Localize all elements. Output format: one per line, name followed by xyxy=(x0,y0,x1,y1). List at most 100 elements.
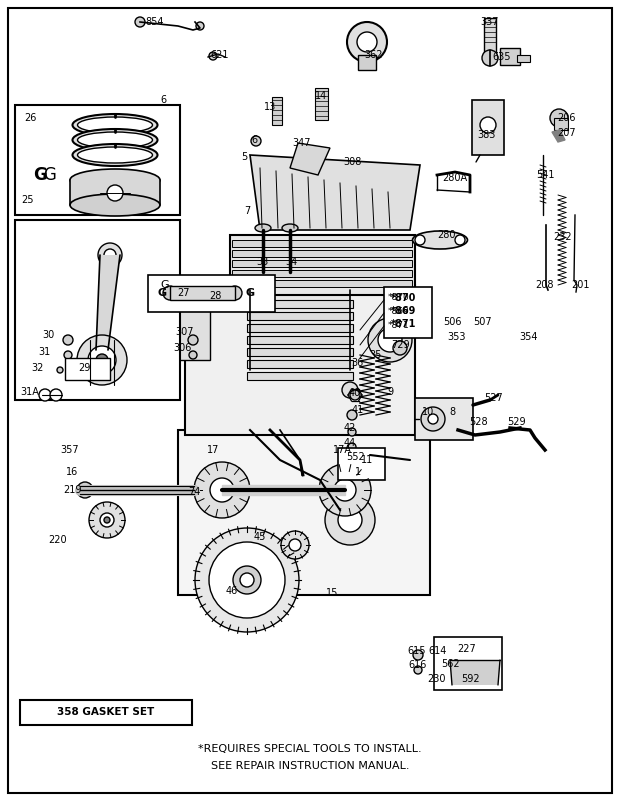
Text: *871: *871 xyxy=(391,319,417,329)
Circle shape xyxy=(195,528,299,632)
Circle shape xyxy=(348,428,356,436)
Polygon shape xyxy=(552,130,565,142)
Text: 220: 220 xyxy=(49,535,68,545)
Polygon shape xyxy=(96,255,120,350)
Text: 616: 616 xyxy=(409,660,427,670)
Text: 552: 552 xyxy=(347,452,365,462)
Bar xyxy=(247,336,353,344)
Text: *870: *870 xyxy=(388,293,410,303)
Circle shape xyxy=(77,335,127,385)
Circle shape xyxy=(188,335,198,345)
Circle shape xyxy=(415,235,425,245)
Text: 208: 208 xyxy=(536,280,554,290)
Circle shape xyxy=(210,478,234,502)
Bar xyxy=(178,430,430,595)
Text: 306: 306 xyxy=(174,343,192,353)
Text: 592: 592 xyxy=(462,674,480,684)
Text: 232: 232 xyxy=(554,232,572,242)
Circle shape xyxy=(350,390,360,400)
Text: 357: 357 xyxy=(61,445,79,455)
Text: *REQUIRES SPECIAL TOOLS TO INSTALL.: *REQUIRES SPECIAL TOOLS TO INSTALL. xyxy=(198,744,422,754)
Bar xyxy=(434,637,502,690)
Text: 29: 29 xyxy=(78,363,90,373)
Ellipse shape xyxy=(412,231,467,249)
Bar xyxy=(232,250,412,257)
Text: 527: 527 xyxy=(485,393,503,403)
Ellipse shape xyxy=(255,224,271,232)
Circle shape xyxy=(428,414,438,424)
Bar xyxy=(415,398,473,440)
Text: 5: 5 xyxy=(241,152,247,162)
Circle shape xyxy=(334,479,356,501)
Circle shape xyxy=(455,235,465,245)
Text: 31: 31 xyxy=(38,347,50,357)
Text: 337: 337 xyxy=(480,17,499,27)
Circle shape xyxy=(96,354,108,366)
Bar xyxy=(148,275,275,312)
Text: 353: 353 xyxy=(448,332,466,342)
Text: 1: 1 xyxy=(355,467,361,477)
Text: G: G xyxy=(33,166,47,184)
Circle shape xyxy=(251,136,261,146)
Text: 6: 6 xyxy=(160,95,166,105)
Circle shape xyxy=(550,109,568,127)
Text: 354: 354 xyxy=(520,332,538,342)
Polygon shape xyxy=(290,143,330,175)
Bar xyxy=(358,55,376,70)
Circle shape xyxy=(281,531,309,559)
Bar xyxy=(272,97,282,125)
Ellipse shape xyxy=(73,114,157,136)
Circle shape xyxy=(189,351,197,359)
Circle shape xyxy=(289,539,301,551)
Text: *869: *869 xyxy=(391,306,417,316)
Text: 15: 15 xyxy=(326,588,338,598)
Text: 74: 74 xyxy=(188,487,200,497)
Text: 506: 506 xyxy=(443,317,461,327)
Ellipse shape xyxy=(78,132,153,148)
Text: *871: *871 xyxy=(388,321,410,331)
Circle shape xyxy=(100,513,114,527)
Circle shape xyxy=(88,346,116,374)
Circle shape xyxy=(194,462,250,518)
Circle shape xyxy=(414,666,422,674)
Bar xyxy=(232,280,412,287)
Bar xyxy=(247,348,353,356)
Text: 17A: 17A xyxy=(332,445,352,455)
Ellipse shape xyxy=(70,194,160,216)
Bar xyxy=(232,270,412,277)
Ellipse shape xyxy=(163,286,177,300)
Text: 36: 36 xyxy=(351,358,363,368)
Circle shape xyxy=(347,22,387,62)
Ellipse shape xyxy=(73,129,157,151)
Bar xyxy=(384,287,432,338)
Text: *869: *869 xyxy=(388,308,410,316)
Text: 40: 40 xyxy=(349,388,361,398)
Circle shape xyxy=(393,341,407,355)
Bar xyxy=(178,300,210,360)
Bar xyxy=(70,180,160,205)
Ellipse shape xyxy=(250,275,350,305)
Circle shape xyxy=(421,407,445,431)
Circle shape xyxy=(233,566,261,594)
Text: 206: 206 xyxy=(558,113,576,123)
Text: 6: 6 xyxy=(251,135,257,145)
Text: 207: 207 xyxy=(557,128,577,138)
Text: 28: 28 xyxy=(209,291,221,301)
Text: 362: 362 xyxy=(365,50,383,60)
Circle shape xyxy=(98,243,122,267)
Text: *870: *870 xyxy=(391,293,417,303)
Text: 615: 615 xyxy=(408,646,427,656)
Text: 34: 34 xyxy=(285,257,297,267)
Circle shape xyxy=(196,22,204,30)
Bar xyxy=(247,312,353,320)
Text: 280A: 280A xyxy=(443,173,467,183)
Text: 44: 44 xyxy=(344,438,356,448)
Circle shape xyxy=(325,495,375,545)
Text: 7: 7 xyxy=(244,206,250,216)
Text: 230: 230 xyxy=(427,674,445,684)
Text: 541: 541 xyxy=(536,170,554,180)
Text: 383: 383 xyxy=(478,130,496,140)
Ellipse shape xyxy=(73,144,157,166)
Text: 529: 529 xyxy=(507,417,525,427)
Text: 42: 42 xyxy=(344,423,356,433)
